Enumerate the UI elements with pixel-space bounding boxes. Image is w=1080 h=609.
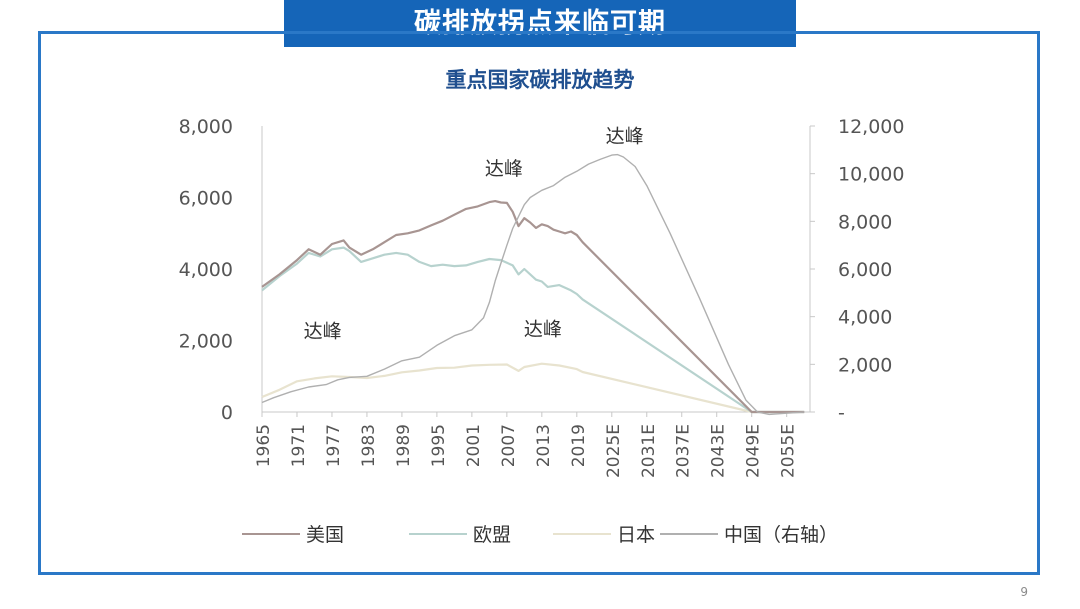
- chart-frame: [38, 31, 1040, 575]
- chart-axes: 0 2,000 4,000 6,000 8,000 - 2,000 4,000 6,000 8,0…: [179, 116, 905, 478]
- x-tick-label: 2031E: [639, 424, 659, 478]
- left-tick-label: 8,000: [179, 116, 233, 138]
- x-tick-label: 2013: [534, 424, 554, 467]
- series-line-3: [261, 200, 805, 414]
- x-tick-label: 1983: [359, 424, 379, 467]
- legend-label: 日本: [617, 524, 655, 546]
- right-tick-label: 10,000: [838, 164, 904, 186]
- x-tick-label: 1971: [289, 424, 309, 467]
- x-tick-label: 1989: [394, 424, 414, 467]
- left-tick-label: 4,000: [179, 259, 233, 281]
- page-number: 9: [1020, 585, 1028, 599]
- left-tick-label: 0: [221, 402, 233, 424]
- right-tick-label: 8,000: [838, 211, 892, 233]
- right-tick-label: -: [838, 402, 845, 424]
- right-tick-label: 2,000: [838, 354, 892, 376]
- x-tick-label: 2037E: [674, 424, 694, 478]
- peak-annotation: 达峰: [485, 158, 523, 180]
- x-tick-label: 1965: [254, 424, 274, 467]
- series-line-1: [261, 362, 805, 414]
- left-tick-label: 2,000: [179, 331, 233, 353]
- banner-title: 碳排放拐点来临可期: [284, 0, 796, 47]
- x-tick-label: 2001: [464, 424, 484, 467]
- x-tick-label: 1995: [429, 424, 449, 467]
- right-tick-label: 12,000: [838, 116, 904, 138]
- x-tick-label: 2007: [499, 424, 519, 467]
- x-tick-label: 2025E: [604, 424, 624, 478]
- peak-annotation: 达峰: [304, 321, 342, 343]
- legend-label: 中国（右轴）: [724, 524, 838, 546]
- legend-label: 欧盟: [473, 524, 511, 546]
- right-tick-label: 4,000: [838, 307, 892, 329]
- right-tick-label: 6,000: [838, 259, 892, 281]
- legend: 美国 欧盟 日本 中国（右轴）: [242, 524, 838, 546]
- series-line-2: [261, 246, 805, 414]
- series-layer: [261, 153, 805, 416]
- x-tick-label: 2019: [569, 424, 589, 467]
- x-tick-label: 2049E: [744, 424, 764, 478]
- peak-annotation: 达峰: [524, 319, 562, 341]
- legend-label: 美国: [306, 524, 344, 546]
- chart-title: 重点国家碳排放趋势: [445, 68, 635, 92]
- series-line-4: [261, 153, 805, 416]
- peak-annotation: 达峰: [606, 126, 644, 148]
- x-tick-label: 1977: [324, 424, 344, 467]
- x-tick-label: 2043E: [709, 424, 729, 478]
- x-tick-label: 2055E: [779, 424, 799, 478]
- left-tick-label: 6,000: [179, 188, 233, 210]
